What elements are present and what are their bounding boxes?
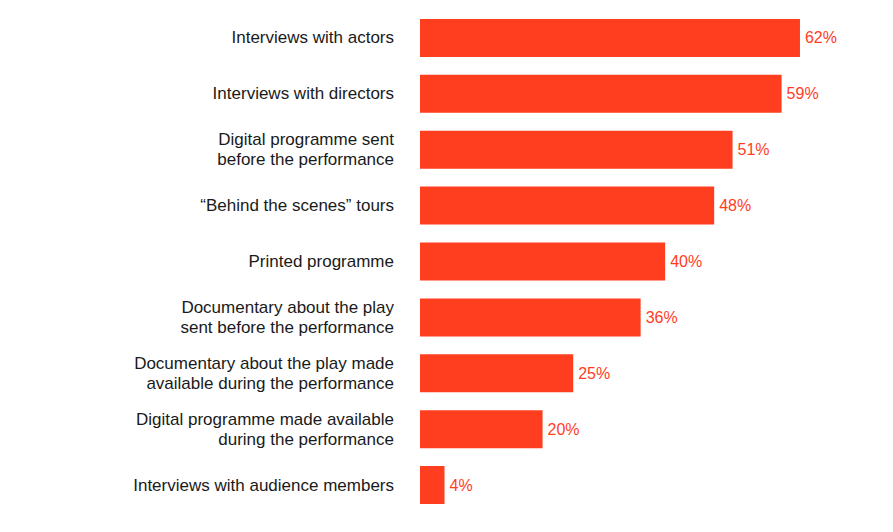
svg-text:Digital programme made availab: Digital programme made available	[136, 410, 394, 429]
svg-text:“Behind the scenes” tours: “Behind the scenes” tours	[200, 196, 394, 215]
svg-text:Printed programme: Printed programme	[248, 252, 394, 271]
svg-text:51%: 51%	[738, 141, 770, 158]
svg-text:40%: 40%	[670, 253, 702, 270]
svg-text:36%: 36%	[646, 309, 678, 326]
svg-text:Interviews with actors: Interviews with actors	[232, 28, 395, 47]
svg-text:4%: 4%	[450, 477, 473, 494]
svg-text:during the performance: during the performance	[218, 430, 394, 449]
svg-text:62%: 62%	[805, 29, 837, 46]
svg-text:20%: 20%	[548, 421, 580, 438]
svg-text:Interviews with audience membe: Interviews with audience members	[133, 476, 394, 495]
svg-text:before the performance: before the performance	[217, 150, 394, 169]
svg-text:available during the performan: available during the performance	[146, 374, 394, 393]
svg-text:25%: 25%	[578, 365, 610, 382]
svg-text:Digital programme sent: Digital programme sent	[218, 130, 394, 149]
svg-text:sent before the performance: sent before the performance	[180, 318, 394, 337]
svg-text:Documentary about the play: Documentary about the play	[181, 298, 394, 317]
svg-text:Documentary about the play mad: Documentary about the play made	[134, 354, 394, 373]
svg-text:59%: 59%	[787, 85, 819, 102]
svg-text:48%: 48%	[719, 197, 751, 214]
svg-text:Interviews with directors: Interviews with directors	[213, 84, 394, 103]
